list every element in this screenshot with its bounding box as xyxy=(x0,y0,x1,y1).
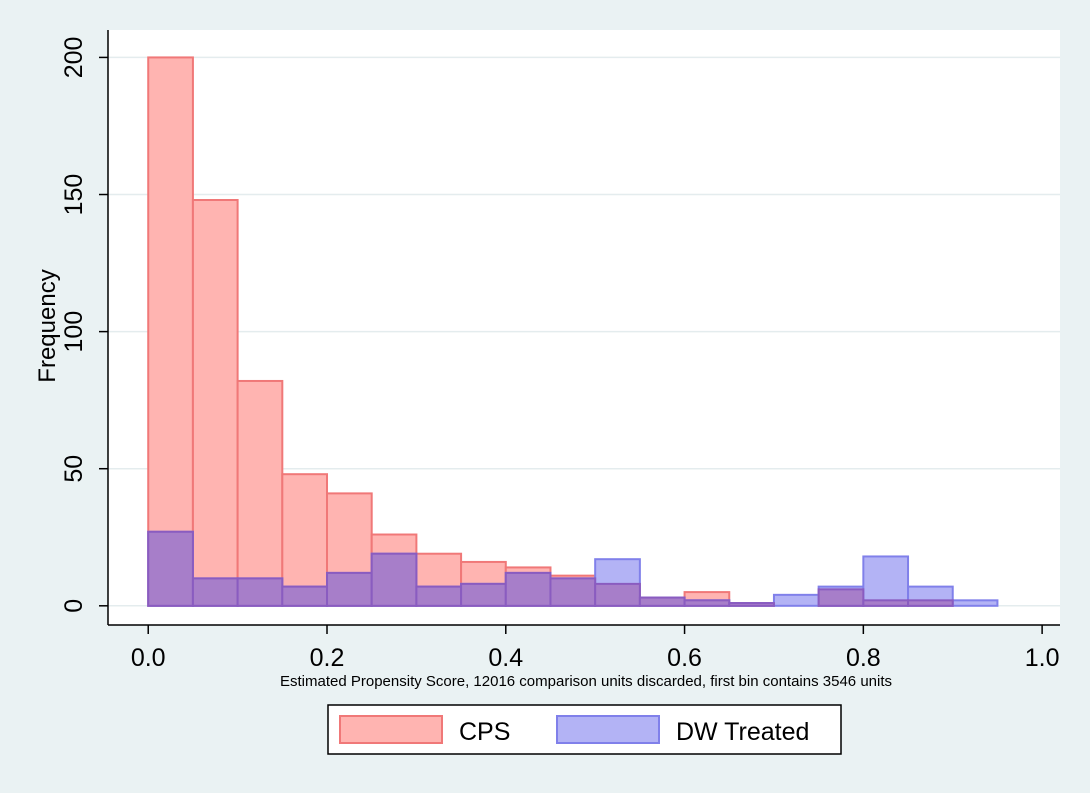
cps-bar-0 xyxy=(147,56,194,607)
cps-bar-2 xyxy=(236,379,284,607)
legend-label-dw-treated: DW Treated xyxy=(676,718,809,746)
overlap-bar-6 xyxy=(415,585,463,607)
x-tick-label-0.0: 0.0 xyxy=(131,644,166,672)
y-tick-label-50: 50 xyxy=(60,455,88,483)
dw-treated-bar-16 xyxy=(862,555,910,607)
y-tick-label-150: 150 xyxy=(60,174,88,216)
overlap-bar-5 xyxy=(370,552,418,607)
legend: CPS DW Treated xyxy=(327,704,842,755)
overlap-bar-8 xyxy=(504,571,552,607)
legend-swatch-dw-treated xyxy=(556,715,660,744)
axes xyxy=(107,30,1060,626)
overlap-bar-1 xyxy=(191,577,239,607)
overlap-bar-4 xyxy=(326,571,373,607)
overlap-bar-13 xyxy=(728,602,775,607)
dw-treated-bar-18 xyxy=(951,599,999,607)
x-tick-label-0.4: 0.4 xyxy=(488,644,523,672)
overlap-bars xyxy=(147,530,954,607)
x-tick-label-1.0: 1.0 xyxy=(1025,644,1060,672)
overlap-bar-7 xyxy=(460,582,507,607)
overlap-bar-15 xyxy=(817,588,865,607)
overlap-bar-3 xyxy=(281,585,329,607)
x-tick-label-0.8: 0.8 xyxy=(846,644,881,672)
y-tick-label-200: 200 xyxy=(60,37,88,79)
overlap-bar-12 xyxy=(683,599,731,607)
x-tick-label-0.2: 0.2 xyxy=(310,644,345,672)
overlap-bar-0 xyxy=(147,530,194,607)
y-ticks: 0 50 100 150 200 xyxy=(60,37,108,613)
overlap-bar-17 xyxy=(907,599,954,607)
y-tick-label-0: 0 xyxy=(60,599,88,613)
x-tick-label-0.6: 0.6 xyxy=(667,644,702,672)
dw-treated-bar-14 xyxy=(772,593,820,607)
legend-label-cps: CPS xyxy=(459,718,510,746)
overlap-bar-16 xyxy=(862,599,910,607)
overlap-bar-10 xyxy=(594,582,641,607)
overlap-bar-11 xyxy=(638,596,686,607)
x-axis-title: Estimated Propensity Score, 12016 compar… xyxy=(280,673,892,690)
y-axis-title: Frequency xyxy=(34,269,61,382)
overlap-bar-2 xyxy=(236,577,284,607)
x-ticks: 0.0 0.2 0.4 0.6 0.8 1.0 xyxy=(131,625,1060,672)
cps-bar-1 xyxy=(191,199,239,607)
y-tick-label-100: 100 xyxy=(60,311,88,353)
overlap-bar-9 xyxy=(549,577,597,607)
legend-swatch-cps xyxy=(339,715,443,744)
